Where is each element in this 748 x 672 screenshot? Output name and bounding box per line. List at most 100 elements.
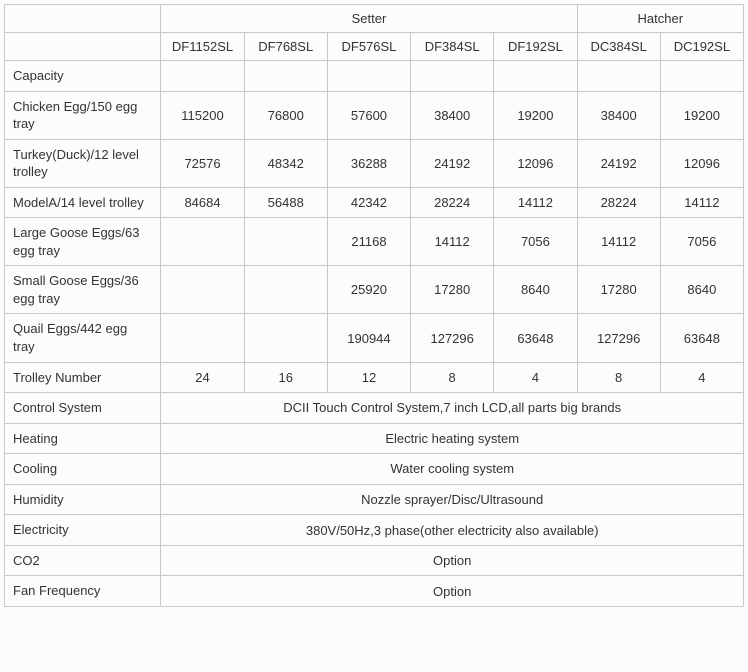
label-turkey: Turkey(Duck)/12 level trolley [5,139,161,187]
cell [244,314,327,362]
row-quail: Quail Eggs/442 egg tray 190944 127296 63… [5,314,744,362]
header-group-row: Setter Hatcher [5,5,744,33]
cell: 190944 [327,314,410,362]
cell: 56488 [244,187,327,218]
cell: 115200 [161,91,244,139]
cell: 48342 [244,139,327,187]
label-small-goose: Small Goose Eggs/36 egg tray [5,266,161,314]
model-1: DF768SL [244,33,327,61]
value-control: DCII Touch Control System,7 inch LCD,all… [161,393,744,424]
cell [327,61,410,92]
cell: 72576 [161,139,244,187]
label-co2: CO2 [5,545,161,576]
row-trolley: Trolley Number 24 16 12 8 4 8 4 [5,362,744,393]
row-fan-frequency: Fan Frequency Option [5,576,744,607]
cell: 12096 [660,139,743,187]
cell: 76800 [244,91,327,139]
cell: 63648 [660,314,743,362]
cell [161,218,244,266]
value-electricity: 380V/50Hz,3 phase(other electricity also… [161,515,744,546]
cell: 24192 [411,139,494,187]
cell: 8 [411,362,494,393]
cell: 8 [577,362,660,393]
model-2: DF576SL [327,33,410,61]
cell [161,314,244,362]
cell: 19200 [494,91,577,139]
label-chicken: Chicken Egg/150 egg tray [5,91,161,139]
label-modela: ModelA/14 level trolley [5,187,161,218]
cell: 8640 [660,266,743,314]
cell: 25920 [327,266,410,314]
value-heating: Electric heating system [161,423,744,454]
cell: 63648 [494,314,577,362]
label-control: Control System [5,393,161,424]
row-small-goose: Small Goose Eggs/36 egg tray 25920 17280… [5,266,744,314]
row-chicken: Chicken Egg/150 egg tray 115200 76800 57… [5,91,744,139]
cell: 24 [161,362,244,393]
cell [411,61,494,92]
row-co2: CO2 Option [5,545,744,576]
header-model-row: DF1152SL DF768SL DF576SL DF384SL DF192SL… [5,33,744,61]
row-heating: Heating Electric heating system [5,423,744,454]
cell: 36288 [327,139,410,187]
label-humidity: Humidity [5,484,161,515]
blank-label [5,33,161,61]
cell: 19200 [660,91,743,139]
cell [577,61,660,92]
label-cooling: Cooling [5,454,161,485]
cell: 14112 [660,187,743,218]
row-electricity: Electricity 380V/50Hz,3 phase(other elec… [5,515,744,546]
group-hatcher: Hatcher [577,5,743,33]
row-control: Control System DCII Touch Control System… [5,393,744,424]
model-0: DF1152SL [161,33,244,61]
cell [161,61,244,92]
cell: 4 [660,362,743,393]
cell: 14112 [411,218,494,266]
cell: 16 [244,362,327,393]
row-humidity: Humidity Nozzle sprayer/Disc/Ultrasound [5,484,744,515]
row-modela: ModelA/14 level trolley 84684 56488 4234… [5,187,744,218]
cell: 7056 [494,218,577,266]
cell: 8640 [494,266,577,314]
cell: 17280 [577,266,660,314]
value-fan-frequency: Option [161,576,744,607]
row-turkey: Turkey(Duck)/12 level trolley 72576 4834… [5,139,744,187]
cell: 38400 [577,91,660,139]
cell [494,61,577,92]
cell: 7056 [660,218,743,266]
row-cooling: Cooling Water cooling system [5,454,744,485]
cell: 4 [494,362,577,393]
cell: 28224 [411,187,494,218]
label-capacity: Capacity [5,61,161,92]
cell: 42342 [327,187,410,218]
label-heating: Heating [5,423,161,454]
model-5: DC384SL [577,33,660,61]
label-electricity: Electricity [5,515,161,546]
cell [244,218,327,266]
group-setter: Setter [161,5,577,33]
cell [244,266,327,314]
label-trolley: Trolley Number [5,362,161,393]
value-co2: Option [161,545,744,576]
cell: 12096 [494,139,577,187]
cell: 17280 [411,266,494,314]
label-fan-frequency: Fan Frequency [5,576,161,607]
cell: 21168 [327,218,410,266]
value-cooling: Water cooling system [161,454,744,485]
cell: 84684 [161,187,244,218]
value-humidity: Nozzle sprayer/Disc/Ultrasound [161,484,744,515]
cell [244,61,327,92]
label-large-goose: Large Goose Eggs/63 egg tray [5,218,161,266]
cell [161,266,244,314]
blank-corner [5,5,161,33]
cell: 28224 [577,187,660,218]
model-3: DF384SL [411,33,494,61]
cell: 57600 [327,91,410,139]
cell: 127296 [411,314,494,362]
model-4: DF192SL [494,33,577,61]
cell [660,61,743,92]
cell: 14112 [494,187,577,218]
row-large-goose: Large Goose Eggs/63 egg tray 21168 14112… [5,218,744,266]
model-6: DC192SL [660,33,743,61]
spec-table: Setter Hatcher DF1152SL DF768SL DF576SL … [4,4,744,607]
